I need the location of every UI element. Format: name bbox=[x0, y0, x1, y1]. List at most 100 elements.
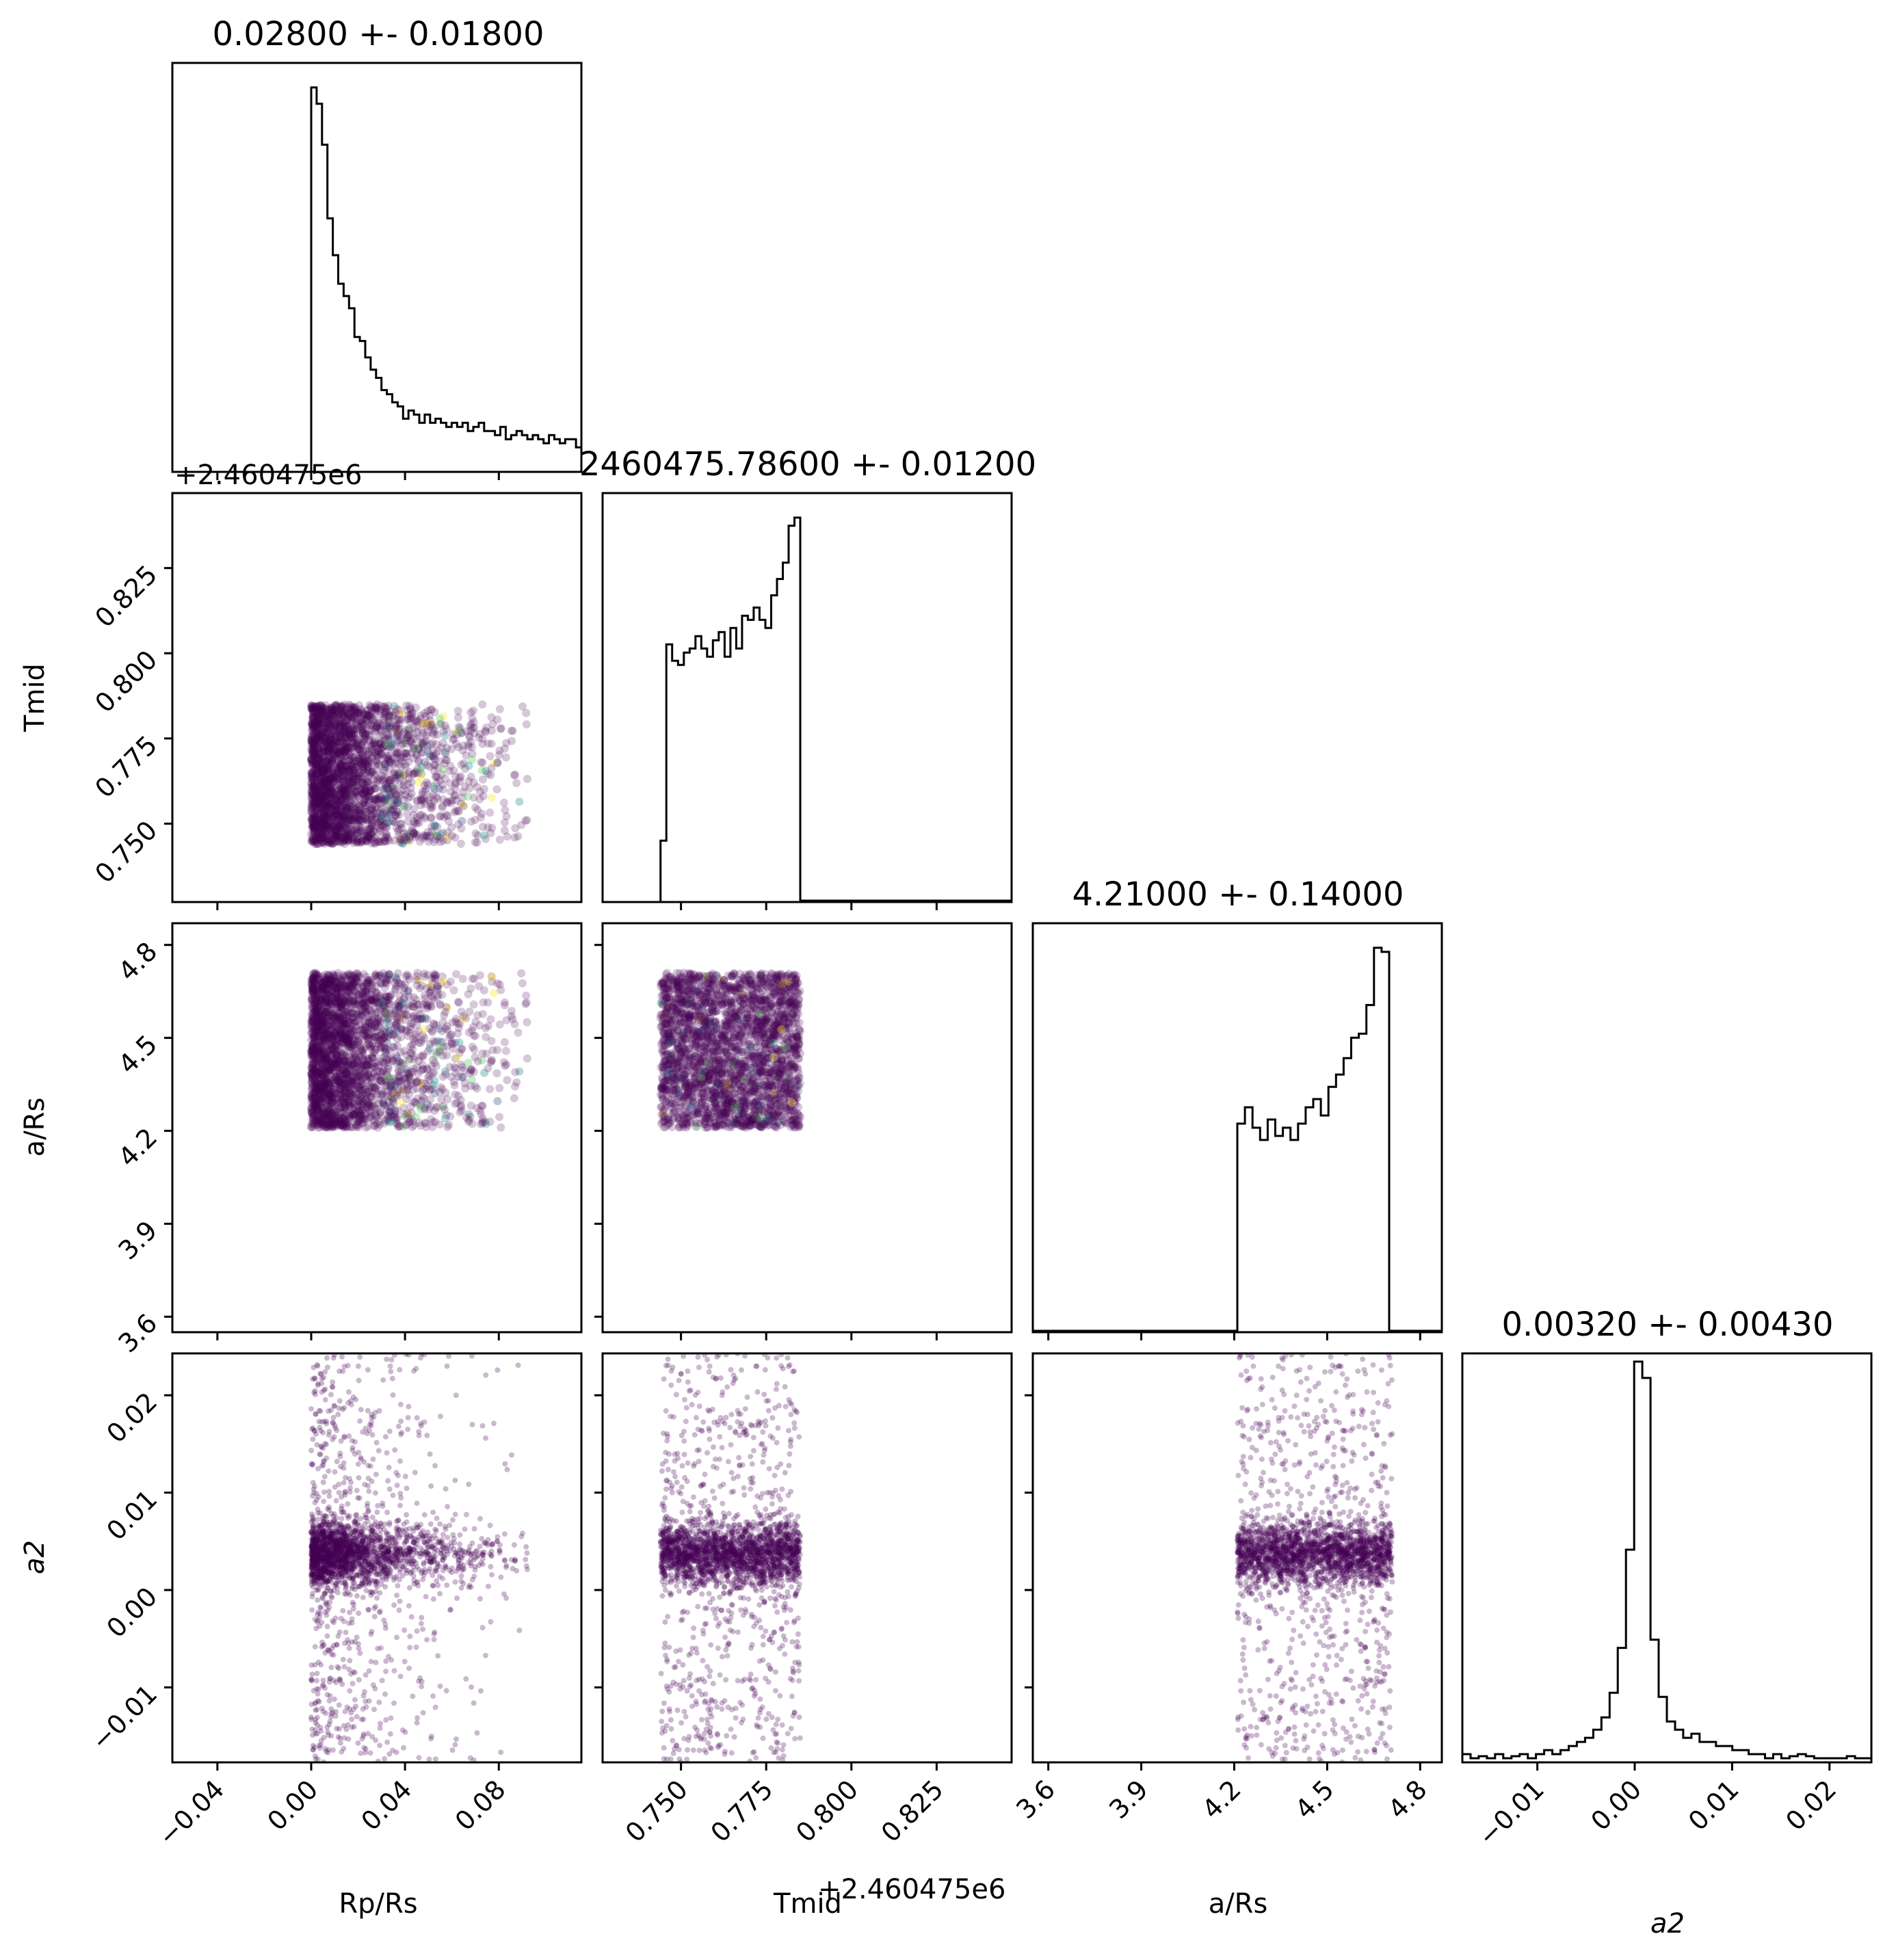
sample-point bbox=[350, 730, 358, 739]
sample-point bbox=[315, 775, 324, 784]
sample-point bbox=[323, 785, 332, 794]
sample-point bbox=[337, 755, 346, 763]
sample-point bbox=[325, 836, 334, 845]
sample-point bbox=[432, 740, 441, 749]
sample-point bbox=[330, 715, 339, 724]
sample-point bbox=[436, 838, 445, 847]
sample-point bbox=[315, 802, 324, 810]
sample-point bbox=[308, 702, 317, 711]
sample-point bbox=[404, 711, 412, 720]
sample-point bbox=[318, 815, 327, 824]
sample-point bbox=[436, 714, 445, 723]
sample-point bbox=[327, 809, 336, 818]
sample-point bbox=[446, 1031, 455, 1039]
sample-point bbox=[386, 707, 395, 716]
scatter-points-layer bbox=[307, 700, 1395, 1762]
sample-point bbox=[365, 1006, 374, 1015]
sample-point bbox=[322, 1022, 330, 1031]
sample-point bbox=[332, 711, 341, 720]
sample-point bbox=[338, 750, 347, 759]
sample-point bbox=[377, 799, 386, 808]
sample-point bbox=[488, 793, 497, 802]
sample-point bbox=[356, 809, 365, 818]
sample-point bbox=[442, 725, 451, 734]
sample-point bbox=[357, 787, 366, 796]
sample-point bbox=[339, 762, 348, 771]
sample-point bbox=[309, 775, 318, 784]
sample-point bbox=[317, 763, 326, 771]
sample-point bbox=[391, 795, 400, 804]
sample-point bbox=[373, 778, 382, 786]
sample-point bbox=[328, 780, 337, 789]
sample-point bbox=[308, 702, 317, 711]
sample-point bbox=[343, 743, 352, 752]
sample-point bbox=[324, 802, 333, 811]
sample-point bbox=[321, 785, 330, 794]
sample-point bbox=[338, 736, 347, 745]
sample-point bbox=[312, 790, 321, 798]
sample-point bbox=[449, 986, 458, 994]
sample-point bbox=[358, 760, 367, 769]
sample-point bbox=[371, 749, 380, 757]
sample-point bbox=[341, 781, 349, 790]
sample-point bbox=[429, 728, 437, 737]
sample-point bbox=[323, 799, 332, 807]
sample-point bbox=[438, 977, 447, 986]
sample-point bbox=[313, 835, 321, 844]
sample-point bbox=[364, 762, 373, 771]
sample-point bbox=[341, 774, 350, 783]
sample-point bbox=[334, 723, 343, 732]
sample-point bbox=[361, 753, 370, 762]
sample-point bbox=[470, 728, 479, 737]
sample-point bbox=[345, 834, 354, 843]
sample-point bbox=[347, 734, 356, 743]
sample-point bbox=[317, 760, 326, 769]
sample-point bbox=[324, 810, 333, 819]
sample-point bbox=[376, 809, 384, 818]
sample-point bbox=[319, 789, 328, 798]
sample-point bbox=[322, 788, 331, 797]
sample-point bbox=[353, 708, 362, 717]
sample-point bbox=[354, 770, 363, 778]
sample-point bbox=[343, 713, 352, 721]
sample-point bbox=[328, 708, 337, 717]
sample-point bbox=[418, 787, 427, 796]
sample-point bbox=[307, 754, 316, 763]
sample-point bbox=[488, 823, 497, 832]
sample-point bbox=[359, 720, 368, 729]
sample-point bbox=[349, 838, 358, 847]
sample-point bbox=[477, 766, 486, 775]
sample-point bbox=[341, 725, 350, 734]
sample-point bbox=[451, 791, 460, 800]
sample-point bbox=[316, 797, 325, 806]
sample-point bbox=[386, 805, 395, 814]
sample-point bbox=[479, 792, 488, 801]
sample-point bbox=[376, 827, 384, 835]
sample-point bbox=[493, 1046, 502, 1055]
sample-point bbox=[478, 823, 487, 832]
sample-point bbox=[487, 739, 496, 748]
sample-point bbox=[357, 789, 366, 798]
sample-point bbox=[414, 758, 423, 767]
sample-point bbox=[308, 771, 317, 780]
sample-point bbox=[339, 784, 348, 793]
sample-point bbox=[339, 737, 348, 746]
sample-point bbox=[341, 823, 350, 832]
sample-point bbox=[310, 802, 319, 811]
sample-point bbox=[337, 804, 345, 812]
sample-point bbox=[334, 769, 343, 778]
sample-point bbox=[384, 753, 393, 762]
sample-point bbox=[379, 766, 388, 775]
sample-point bbox=[326, 765, 334, 774]
sample-point bbox=[482, 723, 491, 732]
sample-point bbox=[309, 836, 318, 845]
sample-point bbox=[314, 804, 323, 813]
sample-point bbox=[327, 734, 336, 743]
sample-point bbox=[464, 761, 473, 770]
sample-point bbox=[328, 729, 337, 738]
sample-point bbox=[308, 758, 317, 767]
sample-point bbox=[314, 809, 323, 818]
sample-point bbox=[391, 721, 400, 729]
sample-point bbox=[417, 801, 425, 810]
sample-point bbox=[358, 752, 367, 761]
